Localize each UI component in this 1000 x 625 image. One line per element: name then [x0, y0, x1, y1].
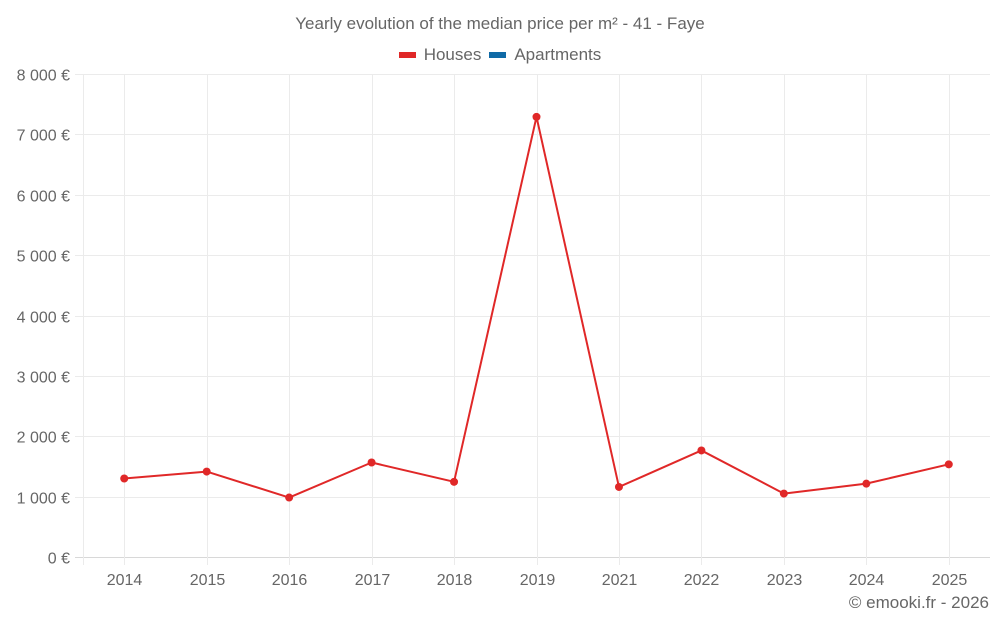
- x-tick-label: 2022: [684, 572, 720, 589]
- data-point[interactable]: [120, 474, 129, 483]
- chart-legend: Houses Apartments: [0, 45, 1000, 65]
- data-point[interactable]: [614, 482, 623, 491]
- x-tick-label: 2019: [520, 572, 556, 589]
- grid-lines: [75, 74, 990, 565]
- x-axis: 2014 2015 2016 2017 2018 2019 2021 2022 2023 2024…: [107, 572, 968, 589]
- data-point[interactable]: [862, 479, 871, 488]
- y-tick-label: 6 000 €: [17, 189, 70, 206]
- x-tick-label: 2017: [355, 572, 391, 589]
- legend-label-houses: Houses: [423, 45, 482, 64]
- apartments-swatch-icon: [489, 52, 507, 58]
- data-point[interactable]: [532, 112, 541, 121]
- copyright-label: © emooki.fr - 2026: [848, 593, 989, 612]
- y-tick-label: 7 000 €: [17, 128, 70, 145]
- houses-swatch-icon: [398, 52, 416, 58]
- chart-title: Yearly evolution of the median price per…: [295, 14, 705, 33]
- y-tick-label: 5 000 €: [17, 249, 70, 266]
- x-tick-label: 2018: [437, 572, 473, 589]
- x-tick-label: 2016: [272, 572, 308, 589]
- legend-item-houses[interactable]: Houses: [398, 45, 482, 65]
- y-tick-label: 1 000 €: [17, 491, 70, 508]
- y-tick-label: 8 000 €: [17, 68, 70, 85]
- legend-item-apartments[interactable]: Apartments: [489, 45, 601, 65]
- data-point[interactable]: [944, 460, 953, 469]
- y-tick-label: 3 000 €: [17, 370, 70, 387]
- x-tick-label: 2025: [932, 572, 968, 589]
- series-houses: [120, 112, 953, 502]
- y-tick-label: 4 000 €: [17, 310, 70, 327]
- x-tick-label: 2015: [190, 572, 226, 589]
- data-point[interactable]: [779, 489, 788, 498]
- y-tick-label: 0 €: [48, 551, 70, 568]
- x-tick-label: 2024: [849, 572, 885, 589]
- legend-label-apartments: Apartments: [514, 45, 602, 64]
- data-point[interactable]: [450, 477, 459, 486]
- data-point[interactable]: [697, 446, 706, 455]
- data-point[interactable]: [285, 493, 294, 502]
- data-point[interactable]: [202, 467, 211, 476]
- data-point[interactable]: [367, 458, 376, 467]
- x-tick-label: 2021: [602, 572, 638, 589]
- y-tick-label: 2 000 €: [17, 430, 70, 447]
- x-tick-label: 2014: [107, 572, 143, 589]
- y-axis: 0 € 1 000 € 2 000 € 3 000 € 4 000 € 5 000 € 6 …: [17, 68, 70, 568]
- x-tick-label: 2023: [767, 572, 803, 589]
